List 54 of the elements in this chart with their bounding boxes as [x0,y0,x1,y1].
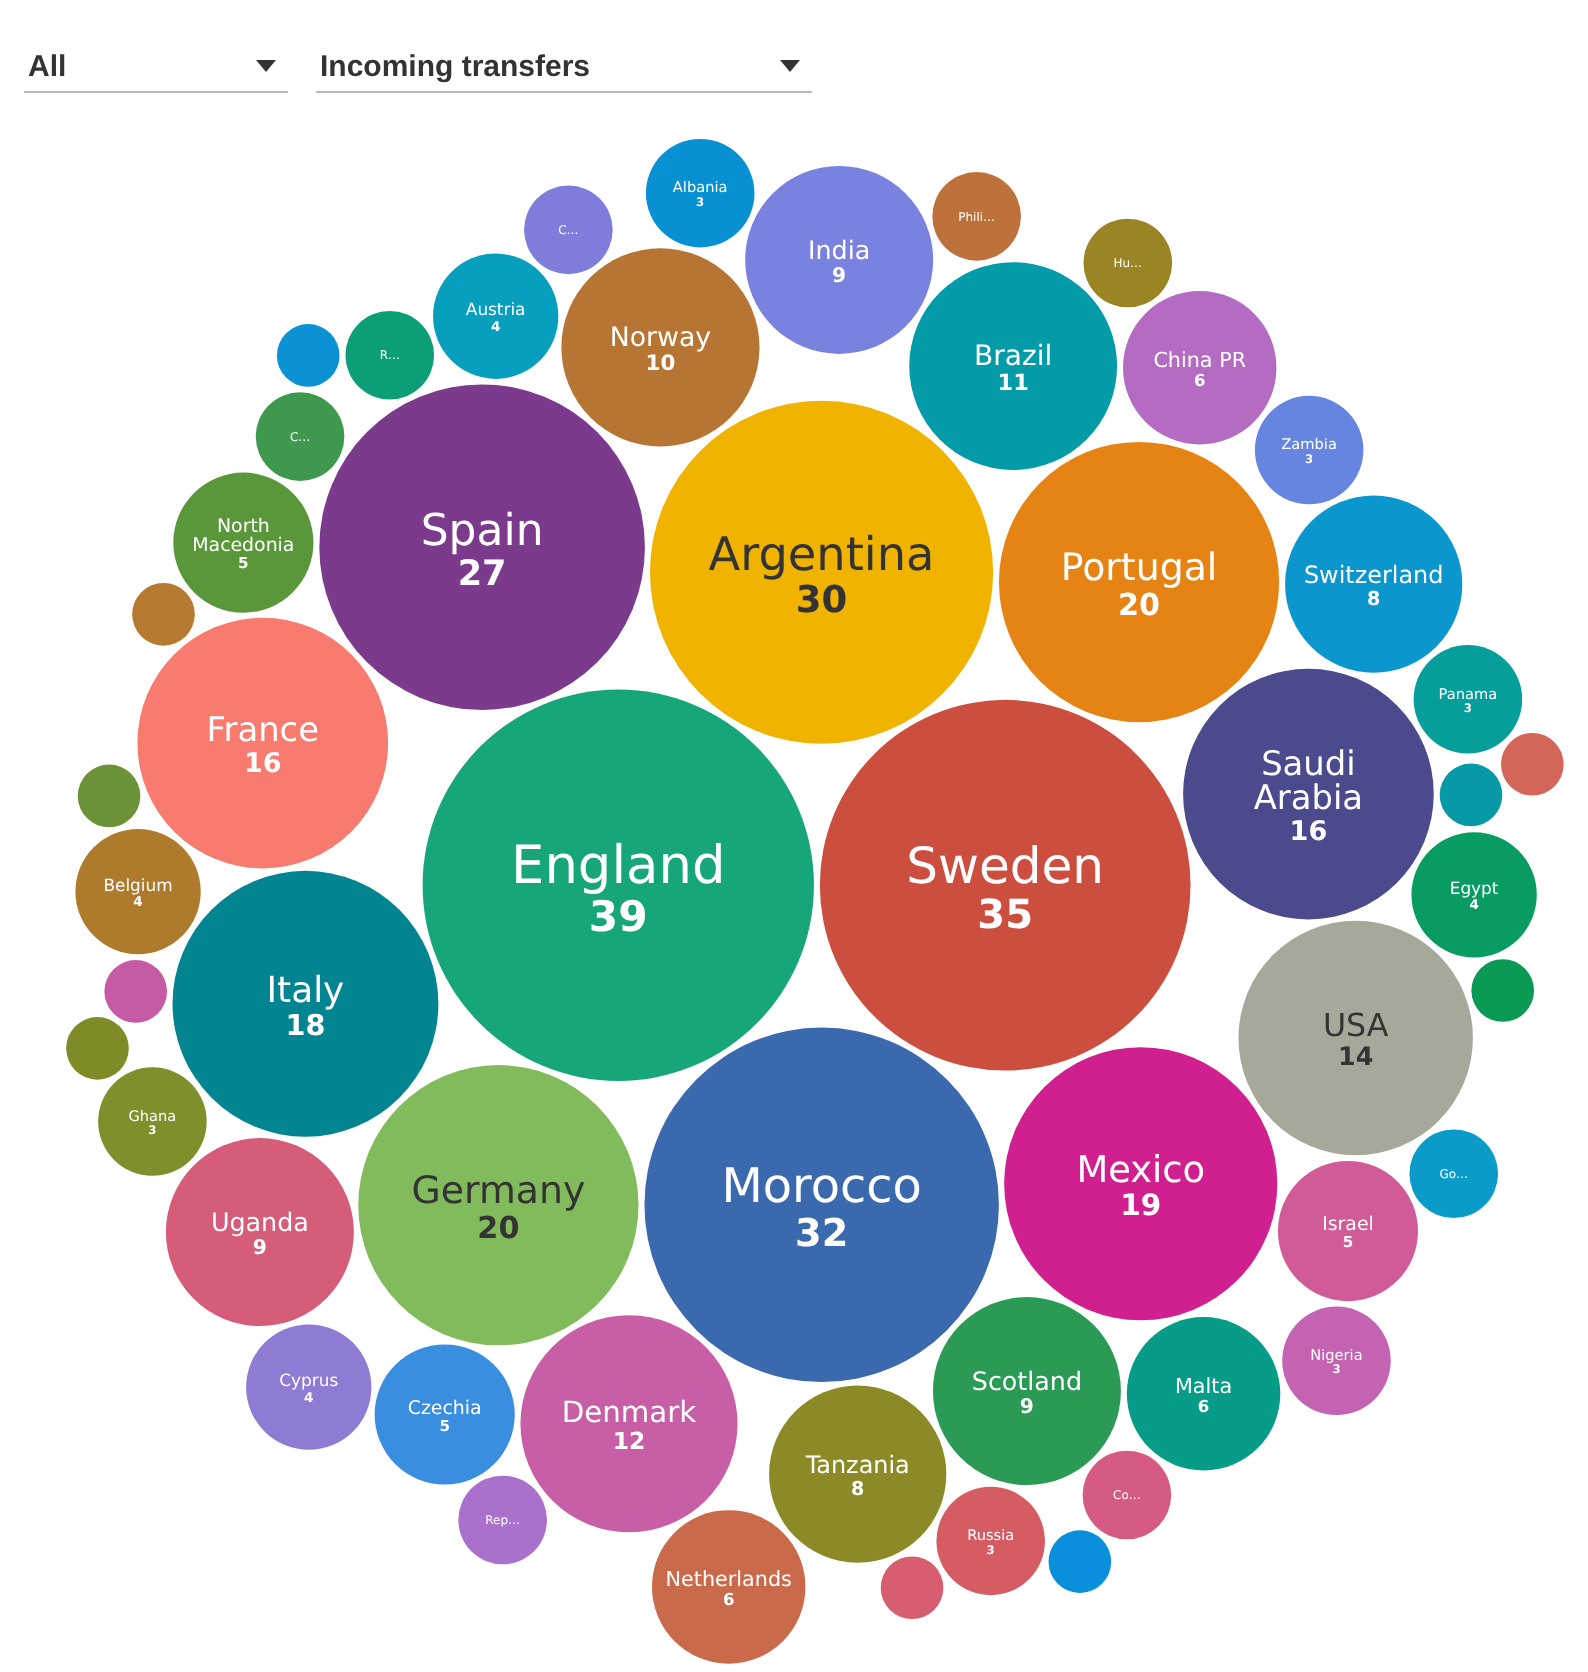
category-label: Brazil [974,340,1053,373]
category-label: Saudi Arabia [1253,743,1364,818]
category-label: Scotland [971,1365,1083,1396]
data-label: 6 [1193,369,1206,390]
category-label: China PR [1153,348,1247,373]
category-label: Switzerland [1303,560,1444,589]
data-label: 6 [1197,1395,1210,1416]
category-label: Morocco [721,1158,922,1215]
category-label: Malta [1174,1374,1233,1399]
data-label: 9 [1019,1396,1034,1419]
data-label: 35 [977,890,1034,939]
category-label: France [206,709,319,750]
category-label: Norway [609,324,712,355]
data-label: 6 [722,1588,735,1609]
category-label: Sweden [906,836,1105,895]
dropdown: Incoming transfers [315,50,813,93]
data-label: 20 [477,1209,520,1246]
data-label: 14 [1338,1041,1374,1072]
category-label: Tanzania [803,1450,910,1479]
data-label: 8 [1367,588,1382,611]
category-label: Egypt [1449,877,1500,898]
category-label: Cyprus [279,1370,339,1391]
category-label: Austria [465,299,526,320]
category-label: Belgium [103,874,173,895]
category-label: India [808,234,871,265]
data-label: 9 [252,1237,267,1260]
category-label: Czechia [407,1397,482,1420]
category-label: Denmark [561,1396,698,1431]
dropdown: All [23,50,289,93]
category-label: Spain [420,507,544,558]
category-label: Argentina [708,529,935,582]
data-label: 10 [645,350,676,377]
category-label: England [511,834,726,897]
data-label: 32 [795,1209,849,1256]
data-label: 19 [1120,1189,1162,1224]
data-label: 18 [285,1010,326,1043]
category-label: USA [1322,1006,1389,1045]
data-label: 12 [612,1426,646,1455]
data-label: 9 [832,265,847,288]
data-label: 30 [795,580,848,623]
category-label: Uganda [210,1206,309,1237]
data-label: 8 [851,1478,866,1501]
category-label: North Macedonia [192,516,295,558]
data-label: 16 [1289,816,1328,849]
data-label: 11 [997,370,1030,397]
category-label: Germany [411,1169,586,1214]
category-label: Portugal [1060,546,1218,591]
data-label: 27 [457,555,507,596]
category-label: Italy [266,969,346,1012]
category-label: Israel [1322,1214,1374,1237]
data-label: 16 [243,748,282,781]
data-label: 20 [1117,586,1161,623]
category-label: Mexico [1076,1149,1206,1192]
category-label: Netherlands [665,1567,792,1592]
